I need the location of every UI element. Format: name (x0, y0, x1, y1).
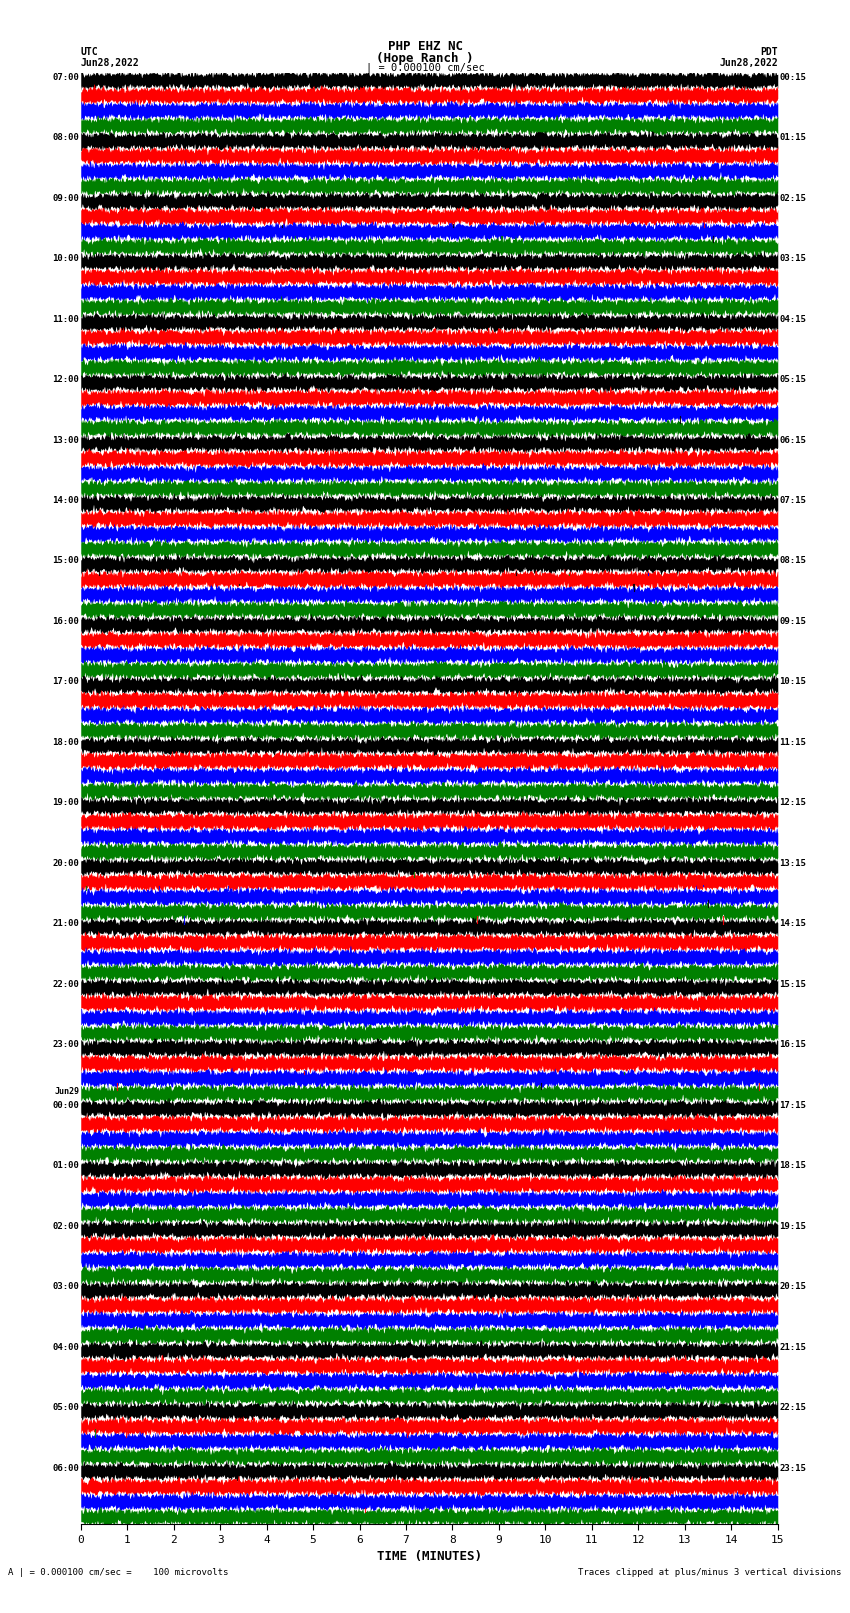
Text: 12:00: 12:00 (52, 376, 79, 384)
Text: 05:15: 05:15 (779, 376, 807, 384)
Text: 06:15: 06:15 (779, 436, 807, 445)
Text: 13:00: 13:00 (52, 436, 79, 445)
Text: Jun28,2022: Jun28,2022 (81, 58, 139, 68)
Text: 10:00: 10:00 (52, 255, 79, 263)
Text: 07:15: 07:15 (779, 497, 807, 505)
Text: A | = 0.000100 cm/sec =    100 microvolts: A | = 0.000100 cm/sec = 100 microvolts (8, 1568, 229, 1578)
Text: UTC: UTC (81, 47, 99, 56)
Text: 00:00: 00:00 (52, 1100, 79, 1110)
Text: 01:15: 01:15 (779, 134, 807, 142)
Text: 22:15: 22:15 (779, 1403, 807, 1413)
Text: 02:00: 02:00 (52, 1223, 79, 1231)
Text: 03:15: 03:15 (779, 255, 807, 263)
Text: 06:00: 06:00 (52, 1465, 79, 1473)
Text: 11:15: 11:15 (779, 739, 807, 747)
Text: 00:15: 00:15 (779, 73, 807, 82)
Text: 21:15: 21:15 (779, 1342, 807, 1352)
Text: 17:00: 17:00 (52, 677, 79, 687)
Text: Traces clipped at plus/minus 3 vertical divisions: Traces clipped at plus/minus 3 vertical … (578, 1568, 842, 1578)
Text: 03:00: 03:00 (52, 1282, 79, 1292)
Text: | = 0.000100 cm/sec: | = 0.000100 cm/sec (366, 63, 484, 74)
Text: PHP EHZ NC: PHP EHZ NC (388, 40, 462, 53)
Text: Jun29: Jun29 (54, 1087, 79, 1097)
Text: 10:15: 10:15 (779, 677, 807, 687)
Text: 19:00: 19:00 (52, 798, 79, 808)
Text: 18:00: 18:00 (52, 739, 79, 747)
Text: (Hope Ranch ): (Hope Ranch ) (377, 52, 473, 65)
Text: 15:00: 15:00 (52, 556, 79, 566)
Text: 07:00: 07:00 (52, 73, 79, 82)
Text: 19:15: 19:15 (779, 1223, 807, 1231)
Text: PDT: PDT (760, 47, 778, 56)
Text: 16:15: 16:15 (779, 1040, 807, 1050)
Text: 05:00: 05:00 (52, 1403, 79, 1413)
Text: 12:15: 12:15 (779, 798, 807, 808)
Text: 11:00: 11:00 (52, 315, 79, 324)
Text: 18:15: 18:15 (779, 1161, 807, 1171)
Text: 15:15: 15:15 (779, 981, 807, 989)
Text: 22:00: 22:00 (52, 981, 79, 989)
Text: 14:15: 14:15 (779, 919, 807, 929)
Text: 21:00: 21:00 (52, 919, 79, 929)
Text: 17:15: 17:15 (779, 1100, 807, 1110)
Text: 20:00: 20:00 (52, 860, 79, 868)
Text: 20:15: 20:15 (779, 1282, 807, 1292)
Text: 23:00: 23:00 (52, 1040, 79, 1050)
Text: 09:00: 09:00 (52, 194, 79, 203)
Text: 16:00: 16:00 (52, 618, 79, 626)
Text: 08:15: 08:15 (779, 556, 807, 566)
Text: 02:15: 02:15 (779, 194, 807, 203)
Text: 23:15: 23:15 (779, 1465, 807, 1473)
Text: 01:00: 01:00 (52, 1161, 79, 1171)
Text: 04:00: 04:00 (52, 1342, 79, 1352)
Text: 04:15: 04:15 (779, 315, 807, 324)
Text: 14:00: 14:00 (52, 497, 79, 505)
Text: Jun28,2022: Jun28,2022 (719, 58, 778, 68)
Text: 09:15: 09:15 (779, 618, 807, 626)
Text: 08:00: 08:00 (52, 134, 79, 142)
X-axis label: TIME (MINUTES): TIME (MINUTES) (377, 1550, 482, 1563)
Text: 13:15: 13:15 (779, 860, 807, 868)
